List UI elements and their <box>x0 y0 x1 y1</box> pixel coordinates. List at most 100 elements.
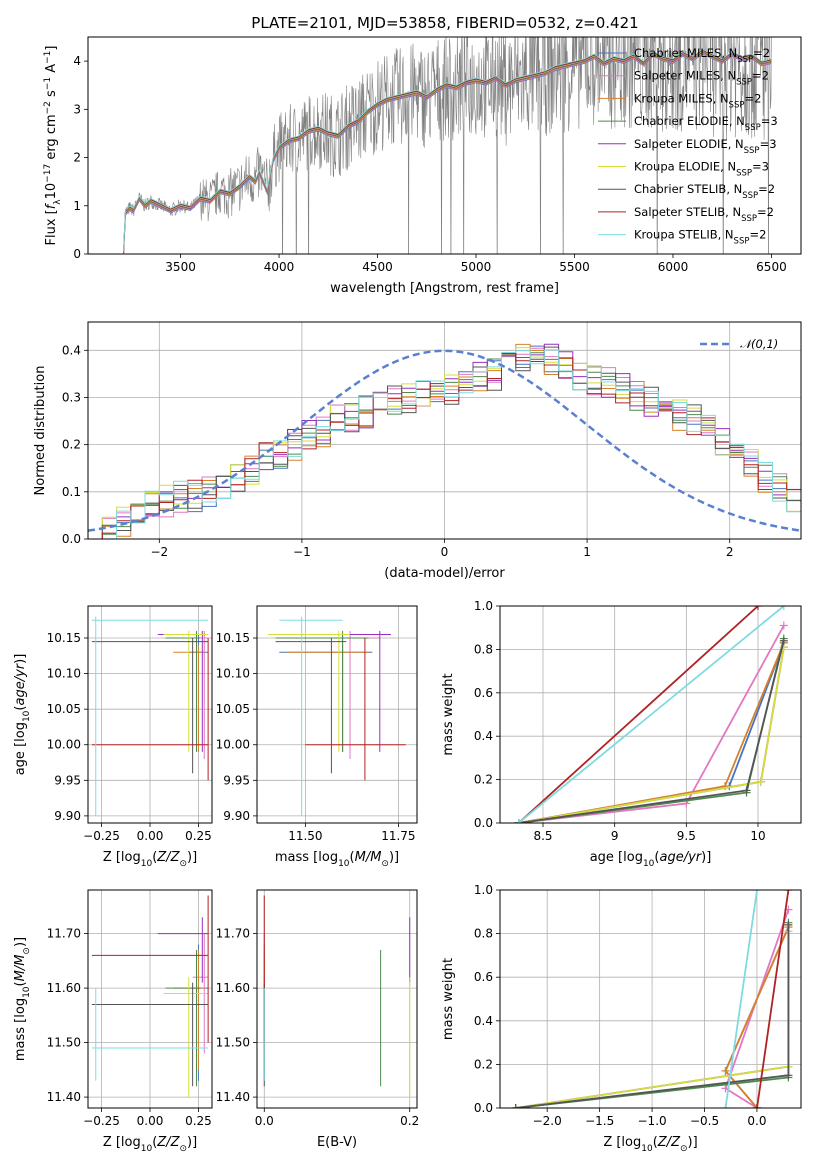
legend-model-name: Salpeter MILES, N <box>634 69 736 83</box>
label-part: A <box>44 64 59 77</box>
weight-marker <box>779 636 788 645</box>
x-tick-label: 2 <box>726 545 734 559</box>
weight-marker <box>779 621 788 630</box>
label-part: )] <box>13 654 28 664</box>
x-axis-label: Z [log10(Z/Z⊙)] <box>103 1135 197 1154</box>
weight-marker <box>779 606 788 610</box>
y-tick-label: 0.4 <box>474 1014 493 1028</box>
label-part: −1 <box>43 77 53 90</box>
y-tick-label: 10.00 <box>216 738 250 752</box>
label-part: Z/Z <box>156 1135 180 1150</box>
y-tick-label: 11.40 <box>47 1090 81 1104</box>
x-axis-label: Z [log10(Z/Z⊙)] <box>603 1135 697 1154</box>
y-axis-label: mass weight <box>441 673 456 755</box>
legend-nssp: =2 <box>758 182 775 196</box>
y-tick-label: 11.60 <box>47 981 81 995</box>
label-part: ( <box>152 1135 157 1150</box>
weight-line <box>518 640 785 823</box>
label-part: ⊙ <box>179 1144 187 1154</box>
model-curve-8 <box>123 49 772 253</box>
legend-nssp: =2 <box>753 46 770 60</box>
x-tick-label: 1 <box>583 545 591 559</box>
y-tick-label: 10.10 <box>47 667 81 681</box>
label-part: ( <box>13 706 28 711</box>
x-tick-label: 0.00 <box>137 829 164 843</box>
legend-ssp-sub: SSP <box>744 146 760 156</box>
plot-area <box>88 606 212 823</box>
y-tick-label: 0 <box>73 247 81 261</box>
legend-model-name: Salpeter ELODIE, N <box>634 137 744 151</box>
legend-nssp: =3 <box>761 114 778 128</box>
legend-label: Salpeter STELIB, NSSP=2 <box>634 205 774 224</box>
weight-line <box>518 647 785 823</box>
legend-ssp-sub: SSP <box>734 237 750 247</box>
x-tick-label: −0.5 <box>690 1114 719 1128</box>
x-axis-label: (data-model)/error <box>384 566 505 581</box>
observed-spectrum <box>123 37 772 254</box>
y-tick-label: 9.90 <box>54 809 81 823</box>
label-part: −17 <box>43 164 53 183</box>
legend-ssp-sub: SSP <box>742 191 758 201</box>
x-tick-label: 10 <box>750 829 765 843</box>
weight-marker <box>721 1066 730 1075</box>
legend-nssp: =2 <box>749 228 766 242</box>
label-part: Z/Z <box>657 1135 681 1150</box>
y-tick-label: 3 <box>73 102 81 116</box>
y-tick-label: 11.50 <box>216 1036 250 1050</box>
figure-title: PLATE=2101, MJD=53858, FIBERID=0532, z=0… <box>251 14 638 32</box>
x-axis-label: E(B-V) <box>317 1135 357 1150</box>
legend-label: Chabrier ELODIE, NSSP=3 <box>634 114 778 133</box>
weight-marker <box>752 890 761 894</box>
legend-label: Salpeter MILES, NSSP=2 <box>634 69 769 88</box>
label-part: 10 <box>22 986 32 998</box>
label-part: f <box>44 202 59 209</box>
x-tick-label: 0.25 <box>185 829 212 843</box>
x-tick-label: 4500 <box>362 260 393 274</box>
plot-area <box>88 322 801 539</box>
legend-model-name: Kroupa STELIB, N <box>634 228 734 242</box>
y-tick-label: 2 <box>73 151 81 165</box>
x-tick-label: 5000 <box>461 260 492 274</box>
plot-area <box>88 890 212 1108</box>
x-tick-label: −1 <box>293 545 311 559</box>
weight-marker <box>784 1071 793 1080</box>
x-tick-label: 8.5 <box>533 829 552 843</box>
weight-line <box>518 638 785 823</box>
weight-line <box>518 642 785 823</box>
legend-ssp-sub: SSP <box>729 100 745 110</box>
y-tick-label: 1 <box>73 199 81 213</box>
axes-frame <box>87 36 802 255</box>
label-part: 10 <box>141 1144 153 1154</box>
label-part: ( <box>654 850 659 865</box>
y-tick-label: 9.90 <box>223 809 250 823</box>
legend-model-name: Kroupa MILES, N <box>634 91 729 105</box>
x-tick-label: 6500 <box>756 260 787 274</box>
model-curve-7 <box>123 49 772 253</box>
x-tick-label: −0.25 <box>83 1114 120 1128</box>
label-part: Z/Z <box>156 850 180 865</box>
weight-marker <box>721 1104 730 1108</box>
normal-reference-curve <box>88 349 801 532</box>
y-tick-label: 10.00 <box>47 738 81 752</box>
x-tick-label: 0.2 <box>400 1114 419 1128</box>
plot-area <box>257 890 417 1108</box>
y-tick-label: 0.8 <box>474 927 493 941</box>
weight-marker <box>756 777 765 786</box>
y-tick-label: 10.15 <box>216 631 250 645</box>
x-tick-label: 11.50 <box>288 829 322 843</box>
x-tick-label: 0.0 <box>255 1114 274 1128</box>
weight-marker <box>784 890 793 894</box>
legend-ssp-sub: SSP <box>736 169 752 179</box>
y-tick-label: 11.50 <box>47 1036 81 1050</box>
x-tick-label: −1.0 <box>638 1114 667 1128</box>
x-tick-label: 0.25 <box>185 1114 212 1128</box>
weight-line <box>517 606 759 823</box>
axes-frame <box>256 889 418 1109</box>
y-tick-label: 9.95 <box>223 773 250 787</box>
label-part: ⊙ <box>381 859 389 869</box>
y-tick-label: 0.2 <box>474 1057 493 1071</box>
y-tick-label: 1.0 <box>474 883 493 897</box>
label-part: )] <box>688 1135 698 1150</box>
legend-label: Salpeter ELODIE, NSSP=3 <box>634 137 777 156</box>
